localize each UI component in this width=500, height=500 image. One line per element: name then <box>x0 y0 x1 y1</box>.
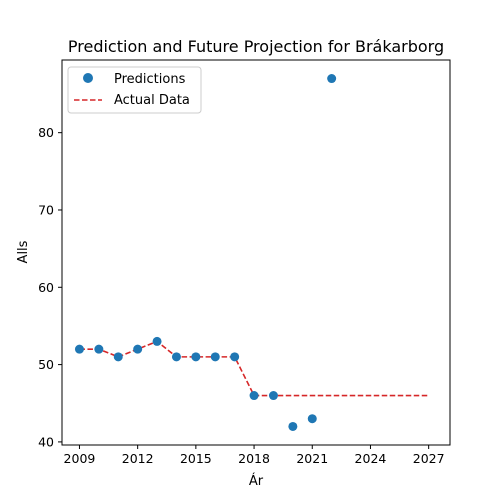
legend: Predictions Actual Data <box>67 66 202 114</box>
legend-label-actual-data: Actual Data <box>114 93 190 108</box>
x-tick-label: 2012 <box>122 451 154 466</box>
prediction-point <box>230 352 240 362</box>
x-tick-label: 2027 <box>413 451 445 466</box>
prediction-point <box>210 352 220 362</box>
y-tick-label: 40 <box>38 434 54 449</box>
x-axis: 2009 2012 2015 2018 2021 2024 2027 <box>64 445 445 466</box>
prediction-point <box>191 352 201 362</box>
prediction-point <box>171 352 181 362</box>
prediction-point <box>133 344 143 354</box>
x-tick-label: 2021 <box>296 451 328 466</box>
x-axis-label: Ár <box>249 473 264 489</box>
plot-area: 2009 2012 2015 2018 2021 2024 2027 40 50 60 70 80 <box>38 59 451 466</box>
y-axis-label: Alls <box>16 240 31 263</box>
actual-data-series <box>79 340 429 397</box>
y-tick-label: 50 <box>38 357 54 372</box>
prediction-point <box>288 421 298 431</box>
chart-title: Prediction and Future Projection for Brá… <box>68 37 444 56</box>
legend-label-predictions: Predictions <box>114 72 186 87</box>
y-tick-label: 80 <box>38 125 54 140</box>
prediction-point <box>307 414 317 424</box>
x-tick-label: 2015 <box>180 451 212 466</box>
prediction-point <box>74 344 84 354</box>
prediction-point <box>113 352 123 362</box>
actual-data-line <box>79 340 429 397</box>
x-tick-label: 2024 <box>355 451 387 466</box>
y-tick-label: 60 <box>38 280 54 295</box>
prediction-point <box>268 391 278 401</box>
x-tick-label: 2009 <box>64 451 96 466</box>
predictions-series <box>74 74 337 431</box>
legend-marker-predictions <box>83 73 93 83</box>
prediction-point <box>94 344 104 354</box>
legend-box <box>67 66 202 114</box>
plot-frame <box>61 59 451 446</box>
x-tick-label: 2018 <box>238 451 270 466</box>
prediction-point <box>249 391 259 401</box>
prediction-point <box>152 336 162 346</box>
y-axis: 40 50 60 70 80 <box>38 125 62 449</box>
y-tick-label: 70 <box>38 202 54 217</box>
prediction-point <box>327 74 337 84</box>
